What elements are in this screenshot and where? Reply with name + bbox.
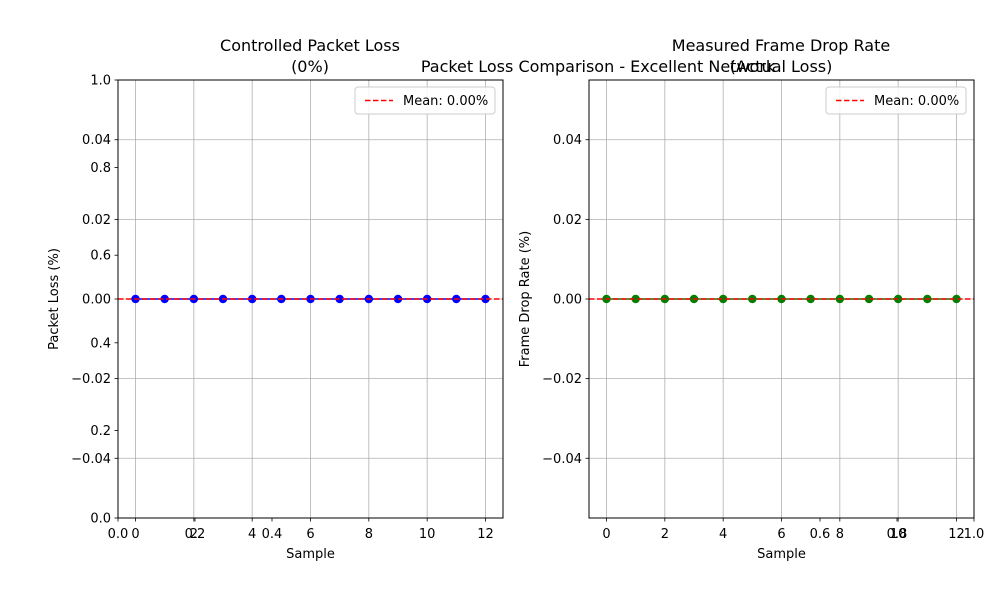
y-tick-label: 0.00 <box>82 293 111 308</box>
figure-suptitle: Packet Loss Comparison - Excellent Netwo… <box>421 57 776 76</box>
overlay-x-tick-label: 0.8 <box>887 527 908 542</box>
panel-2: −0.04 −0.02 0.00 0.02 0.04 0 2 4 6 8 10 12 0.6 0.8 1.0… <box>518 36 984 562</box>
chart-title-line: Controlled Packet Loss <box>220 36 400 55</box>
legend-label: Mean: 0.00% <box>874 94 959 109</box>
overlay-x-tick-label: 0.2 <box>185 527 206 542</box>
y-tick-label: 0.04 <box>82 133 111 148</box>
data-point <box>952 294 961 304</box>
overlay-y-tick-label: 1.0 <box>90 74 111 89</box>
data-point <box>631 294 640 304</box>
y-tick-label: 0.04 <box>553 133 582 148</box>
x-tick-label: 0 <box>131 527 139 542</box>
overlay-y-tick-label: 0.2 <box>90 424 111 439</box>
x-tick-label: 2 <box>661 527 669 542</box>
x-tick-label: 8 <box>365 527 373 542</box>
x-tick-label: 2 <box>190 527 198 542</box>
x-tick-label: 0 <box>602 527 610 542</box>
data-point <box>806 294 815 304</box>
overlay-x-tick-label: 0.6 <box>810 527 831 542</box>
overlay-y-tick-label: 0.6 <box>90 249 111 264</box>
y-tick-label: −0.04 <box>542 452 582 467</box>
y-tick-label: −0.04 <box>71 452 111 467</box>
overlay-x-tick-label: 0.4 <box>262 527 283 542</box>
x-tick-label: 12 <box>948 527 965 542</box>
legend-box <box>825 86 967 115</box>
x-tick-label: 6 <box>777 527 785 542</box>
x-axis-label: Sample <box>757 547 806 562</box>
overlay-y-tick-label: 0.0 <box>90 512 111 527</box>
overlay-y-tick-label: 0.8 <box>90 161 111 176</box>
chart-title-line: (Actual Loss) <box>730 57 833 76</box>
overlay-x-tick-label: 1.0 <box>964 527 985 542</box>
panel-1: −0.04 −0.02 0.00 0.02 0.04 0 2 4 6 8 10 12 0.0 0.2 0.4… <box>47 36 504 562</box>
data-point <box>718 294 728 304</box>
legend-box <box>354 86 496 115</box>
x-axis-label: Sample <box>286 547 335 562</box>
y-tick-label: 0.00 <box>553 293 582 308</box>
y-tick-label: 0.02 <box>553 213 582 228</box>
y-tick-label: −0.02 <box>71 372 111 387</box>
y-tick-label: −0.02 <box>542 372 582 387</box>
overlay-x-tick-label: 0.0 <box>108 527 129 542</box>
x-tick-label: 10 <box>419 527 436 542</box>
x-tick-label: 6 <box>306 527 314 542</box>
y-axis-label: Packet Loss (%) <box>47 248 62 350</box>
x-tick-label: 10 <box>890 527 907 542</box>
x-tick-label: 4 <box>248 527 256 542</box>
data-point <box>335 294 344 304</box>
y-tick-label: 0.02 <box>82 213 111 228</box>
chart-title-line: (0%) <box>291 57 329 76</box>
y-axis-label: Frame Drop Rate (%) <box>518 231 533 367</box>
legend-label: Mean: 0.00% <box>403 94 488 109</box>
x-tick-label: 12 <box>477 527 494 542</box>
chart-title-line: Measured Frame Drop Rate <box>672 36 890 55</box>
x-tick-label: 8 <box>836 527 844 542</box>
data-point <box>160 294 169 304</box>
overlay-y-tick-label: 0.4 <box>90 336 111 351</box>
data-point <box>247 294 257 304</box>
data-point <box>481 294 490 304</box>
x-tick-label: 4 <box>719 527 727 542</box>
